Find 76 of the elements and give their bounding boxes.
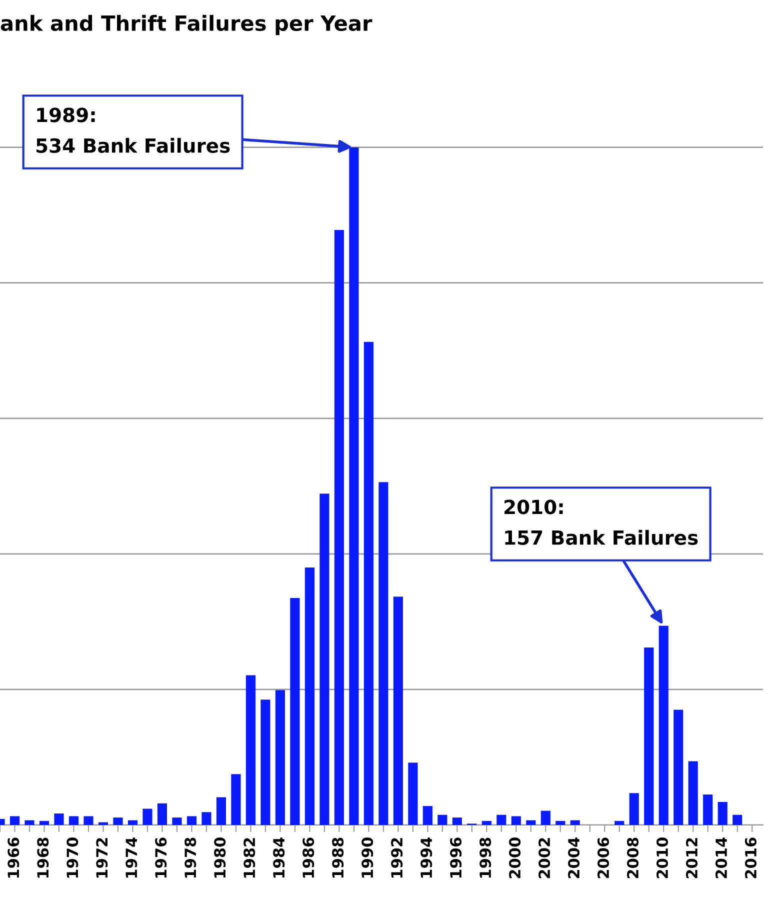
x-tick-label: 1990 (362, 838, 374, 878)
bar (718, 802, 728, 825)
bar (186, 816, 196, 825)
bar (364, 342, 374, 825)
bar (658, 626, 668, 825)
x-tick-label: 1972 (96, 838, 108, 878)
bar (526, 820, 536, 825)
bar (128, 820, 138, 825)
bar (260, 700, 270, 825)
x-tick-label: 1992 (391, 838, 403, 878)
x-tick-label: 2016 (744, 838, 757, 878)
annotation: 1989: 534 Bank Failures (36, 108, 230, 153)
x-tick-label: 2006 (597, 838, 610, 878)
x-tick-label: 1976 (155, 838, 167, 878)
x-tick-label: 2004 (568, 838, 580, 878)
x-tick-label: 1970 (66, 838, 78, 878)
bar (172, 818, 182, 825)
bar (334, 230, 344, 825)
bar (10, 816, 20, 825)
bar (482, 820, 492, 825)
bar (556, 820, 566, 825)
bar (393, 596, 403, 825)
bar (304, 567, 314, 825)
bar (570, 820, 580, 825)
bar (644, 647, 654, 825)
bar (84, 816, 94, 825)
bar (703, 794, 713, 825)
bar (290, 598, 300, 825)
bar (452, 818, 462, 825)
x-tick-label: 1978 (184, 838, 196, 878)
x-tick-label: 2014 (715, 838, 728, 878)
x-tick-label: 1968 (37, 838, 49, 878)
bar (438, 814, 448, 825)
x-tick-label: 2010 (656, 838, 668, 878)
bar (732, 814, 742, 825)
x-tick-label: 1988 (332, 838, 344, 878)
x-tick-label: 2008 (626, 838, 639, 878)
bar (688, 761, 698, 825)
x-tick-label: 1994 (420, 838, 432, 878)
bar (54, 813, 64, 825)
bar (614, 820, 624, 825)
bar (157, 803, 168, 825)
bar (246, 675, 256, 825)
x-tick-label: 1996 (450, 838, 462, 878)
x-tick-label: 1974 (126, 838, 138, 878)
x-tick-label: 2012 (686, 838, 698, 878)
bar (496, 814, 506, 825)
bar (422, 806, 432, 825)
bar (231, 774, 241, 825)
x-tick-label: 1998 (480, 838, 492, 878)
bar (113, 818, 123, 825)
bar (408, 762, 418, 825)
bar (275, 690, 285, 825)
bar (68, 816, 79, 825)
bar (511, 816, 521, 825)
bar (142, 808, 152, 825)
bar (98, 822, 108, 825)
bar (629, 793, 639, 825)
bar (39, 820, 50, 825)
bar (24, 820, 34, 825)
bar (349, 147, 359, 825)
annotation: 2010: 157 Bank Failures (504, 500, 698, 545)
bar (674, 710, 684, 825)
x-tick-label: 1982 (244, 838, 256, 878)
bar (320, 494, 330, 825)
bar (216, 797, 226, 825)
bar (378, 482, 388, 825)
x-tick-label: 1984 (273, 838, 285, 878)
x-tick-label: 1966 (8, 838, 20, 878)
x-tick-label: 2002 (538, 838, 550, 878)
x-tick-label: 1986 (302, 838, 314, 878)
x-tick-label: 1980 (214, 838, 226, 878)
bar (540, 810, 550, 825)
bar (202, 812, 212, 825)
chart-title: ank and Thrift Failures per Year (0, 14, 372, 36)
x-tick-label: 2000 (509, 838, 521, 878)
